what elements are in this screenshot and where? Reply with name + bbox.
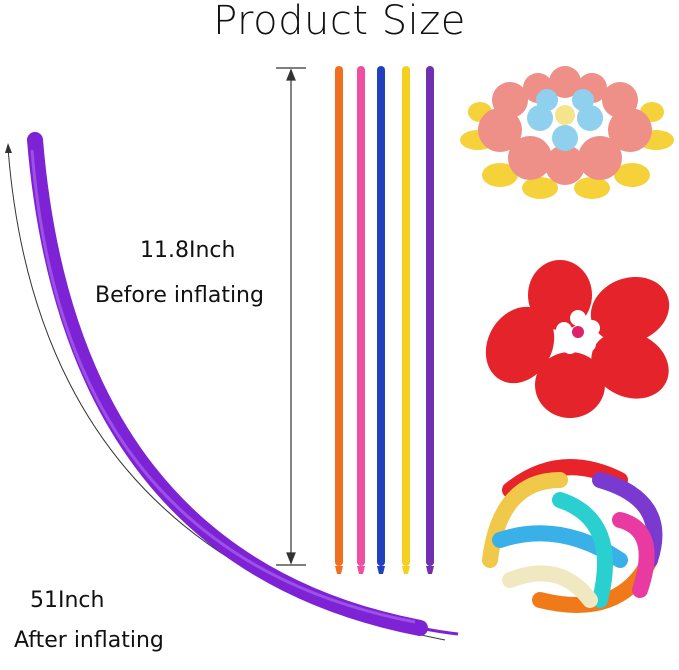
balloon-neck	[426, 566, 434, 574]
inflated-balloon	[27, 132, 428, 636]
after-arc-arrow	[5, 143, 12, 153]
page-title: Product Size	[213, 0, 466, 44]
red-flower-icon	[485, 260, 670, 418]
balloon-neck	[357, 566, 365, 574]
after-length: 51Inch	[30, 588, 105, 613]
flower-cluster-icon	[460, 66, 674, 199]
before-label: Before inflating	[95, 283, 264, 308]
balloon-neck	[402, 566, 410, 574]
uninflated-balloons	[335, 66, 434, 574]
before-length: 11.8Inch	[140, 238, 236, 263]
balloon-neck	[377, 566, 385, 574]
uninflated-balloon	[335, 66, 343, 566]
uninflated-balloon	[377, 66, 385, 566]
uninflated-balloon	[357, 66, 365, 566]
tangled-ball-icon	[482, 459, 663, 613]
after-label: After inflating	[14, 628, 164, 653]
balloon-neck	[335, 566, 343, 574]
uninflated-balloon	[426, 66, 434, 566]
uninflated-balloon	[402, 66, 410, 566]
balloon-knot	[33, 132, 40, 140]
balloon-tail	[419, 626, 459, 636]
dimension-line	[276, 67, 306, 566]
inflated-balloon-highlight	[30, 149, 416, 624]
